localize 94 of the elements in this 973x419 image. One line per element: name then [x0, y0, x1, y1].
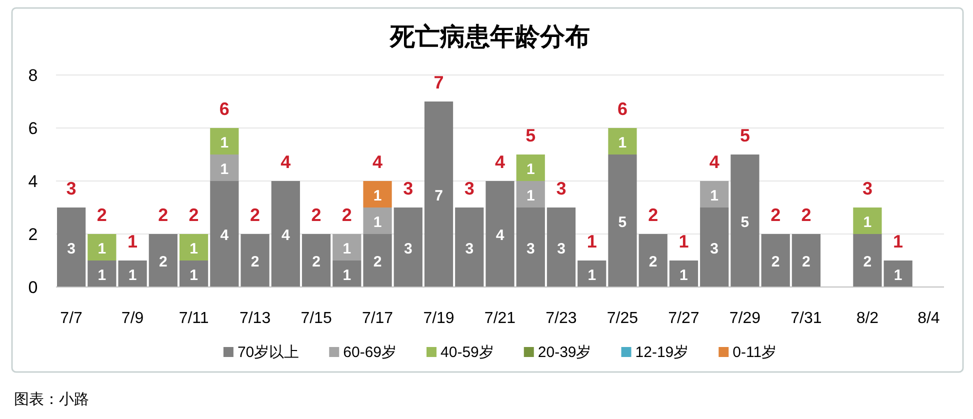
x-tick-label: 7/7 [60, 310, 82, 327]
data-label: 2 [648, 254, 658, 270]
total-label: 2 [311, 205, 322, 225]
data-label: 1 [894, 266, 902, 284]
total-label: 2 [188, 205, 199, 225]
data-label: 2 [312, 254, 320, 270]
total-label: 3 [556, 178, 566, 198]
data-label: 3 [710, 240, 719, 258]
total-label: 2 [96, 205, 107, 225]
x-tick-label: 7/29 [729, 310, 761, 327]
data-label: 1 [220, 134, 229, 152]
data-label: 2 [771, 254, 780, 270]
total-label: 7 [434, 72, 444, 92]
legend-label: 40-59岁 [440, 344, 494, 361]
data-label: 3 [404, 240, 412, 258]
total-label: 3 [403, 178, 414, 198]
y-tick-label: 8 [28, 66, 38, 85]
data-label: 2 [250, 254, 260, 270]
data-label: 1 [342, 266, 352, 284]
data-label: 1 [190, 240, 198, 258]
data-label: 3 [557, 240, 566, 258]
y-tick-label: 2 [28, 225, 38, 244]
data-label: 4 [496, 227, 504, 244]
x-tick-label: 7/9 [121, 310, 144, 327]
total-label: 3 [862, 178, 872, 198]
total-label: 6 [617, 99, 628, 119]
total-label: 4 [709, 152, 720, 172]
total-label: 5 [526, 126, 536, 146]
total-label: 1 [893, 232, 904, 252]
data-label: 1 [98, 240, 106, 258]
total-label: 4 [495, 152, 505, 172]
total-label: 4 [280, 152, 291, 172]
legend-label: 70岁以上 [237, 344, 300, 361]
total-label: 4 [372, 152, 383, 172]
data-label: 1 [373, 214, 382, 231]
x-tick-label: 7/11 [178, 310, 209, 327]
data-label: 1 [710, 187, 719, 204]
data-label: 1 [220, 160, 229, 178]
legend-label: 20-39岁 [538, 344, 592, 361]
data-label: 1 [863, 214, 872, 231]
total-label: 1 [128, 232, 138, 252]
total-label: 5 [740, 126, 750, 146]
annotation: 图表：小路 [14, 391, 89, 408]
data-label: 2 [863, 254, 872, 270]
x-tick-label: 7/23 [546, 310, 577, 327]
data-label: 1 [98, 266, 106, 284]
data-label: 1 [128, 266, 137, 284]
x-tick-label: 7/13 [239, 310, 271, 327]
data-label: 3 [526, 240, 535, 258]
data-label: 2 [373, 254, 382, 270]
data-label: 4 [281, 227, 290, 244]
x-tick-label: 7/15 [300, 310, 332, 327]
data-label: 1 [618, 134, 627, 152]
total-label: 2 [158, 205, 168, 225]
legend-label: 0-11岁 [732, 344, 777, 361]
title: 死亡病患年龄分布 [390, 23, 590, 51]
total-label: 2 [648, 205, 658, 225]
total-label: 3 [66, 178, 76, 198]
data-label: 1 [342, 240, 352, 258]
legend-label: 60-69岁 [343, 344, 396, 361]
data-label: 1 [526, 160, 535, 178]
total-label: 2 [770, 205, 781, 225]
total-label: 2 [801, 205, 812, 225]
data-label: 3 [67, 240, 76, 258]
data-label: 1 [190, 266, 198, 284]
legend-label: 12-19岁 [635, 344, 689, 361]
y-tick-label: 0 [28, 278, 38, 297]
x-tick-label: 7/19 [423, 310, 454, 327]
data-label: 5 [740, 214, 750, 231]
data-label: 2 [802, 254, 810, 270]
total-label: 2 [250, 205, 260, 225]
data-label: 3 [465, 240, 474, 258]
x-tick-label: 8/4 [918, 310, 940, 327]
y-tick-label: 6 [28, 119, 38, 138]
data-label: 1 [588, 266, 596, 284]
x-tick-label: 7/25 [606, 310, 638, 327]
data-label: 1 [526, 187, 535, 204]
x-tick-label: 7/27 [668, 310, 700, 327]
x-tick-label: 7/17 [362, 310, 394, 327]
total-label: 2 [342, 205, 352, 225]
data-label: 7 [434, 187, 443, 204]
data-label: 1 [680, 266, 688, 284]
total-label: 1 [678, 232, 689, 252]
x-tick-label: 7/31 [790, 310, 822, 327]
x-tick-label: 8/2 [856, 310, 879, 327]
data-label: 1 [373, 187, 382, 204]
total-label: 6 [219, 99, 230, 119]
total-label: 3 [464, 178, 474, 198]
data-label: 4 [220, 227, 229, 244]
data-label: 2 [159, 254, 168, 270]
data-label: 5 [618, 214, 627, 231]
x-tick-label: 7/21 [484, 310, 516, 327]
total-label: 1 [586, 232, 597, 252]
y-tick-label: 4 [28, 172, 38, 191]
